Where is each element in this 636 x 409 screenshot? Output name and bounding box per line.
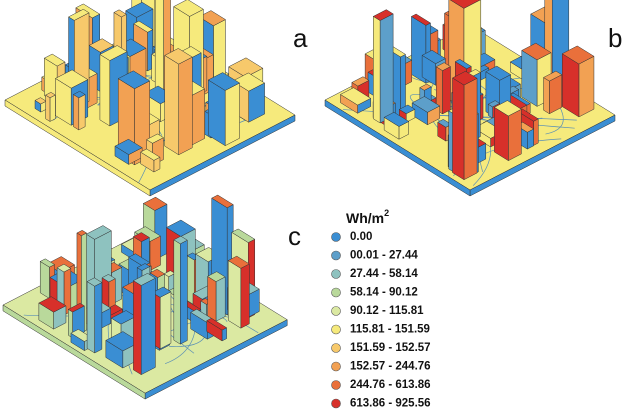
- building-face: [40, 261, 49, 298]
- building-face: [464, 78, 477, 179]
- building-face: [544, 78, 550, 114]
- building-face: [100, 54, 110, 126]
- legend-label: 244.76 - 613.86: [350, 379, 431, 391]
- building-face: [443, 67, 451, 114]
- panel-label: a: [293, 23, 308, 53]
- building-face: [208, 80, 225, 146]
- building-face: [549, 75, 561, 114]
- legend-marker: [332, 399, 341, 408]
- building-face: [579, 56, 594, 117]
- legend-marker: [332, 233, 341, 242]
- building-face: [373, 16, 380, 123]
- building-face: [50, 95, 55, 121]
- building-face: [180, 240, 187, 344]
- building-face: [225, 83, 239, 146]
- legend-label: 151.59 - 152.57: [350, 342, 431, 354]
- legend-title: Wh/m2: [346, 208, 389, 225]
- legend-label: 27.44 - 58.14: [350, 268, 418, 280]
- legend-marker: [332, 270, 341, 279]
- building-face: [133, 281, 141, 375]
- legend-label: 90.12 - 115.81: [350, 305, 424, 317]
- legend-marker: [332, 288, 341, 297]
- legend-title-text: Wh/m: [346, 210, 384, 226]
- legend-label: 613.86 - 925.56: [350, 398, 431, 409]
- building-face: [562, 54, 579, 117]
- legend-marker: [332, 325, 341, 334]
- legend-marker: [332, 362, 341, 371]
- panel-label: b: [608, 23, 622, 53]
- legend-label: 0.00: [350, 231, 372, 243]
- figure: a b c Wh/m2 0.00 00.01 - 27.44 27.44 - 58.…: [0, 0, 636, 409]
- legend-label: 152.57 - 244.76: [350, 361, 431, 373]
- building-face: [95, 282, 102, 352]
- building-face: [79, 95, 85, 130]
- building-face: [241, 264, 250, 328]
- legend-marker: [332, 307, 341, 316]
- building-face: [73, 95, 78, 130]
- building-face: [208, 276, 216, 321]
- legend-marker: [332, 381, 341, 390]
- building-face: [165, 55, 179, 154]
- legend-marker: [332, 251, 341, 260]
- building-face: [46, 95, 50, 121]
- building-face: [216, 277, 225, 321]
- city-renderings: [3, 0, 615, 399]
- legend: 0.00 00.01 - 27.44 27.44 - 58.14 58.14 - 90…: [332, 231, 431, 409]
- legend-label: 115.81 - 151.59: [350, 324, 430, 336]
- building-face: [174, 240, 180, 344]
- legend-marker: [332, 344, 341, 353]
- building-face: [494, 107, 508, 160]
- panel-label: c: [288, 221, 301, 251]
- legend-label: 00.01 - 27.44: [350, 250, 418, 262]
- building-face: [141, 278, 155, 375]
- building-face: [87, 282, 95, 353]
- building-face: [179, 57, 193, 155]
- building-face: [228, 261, 241, 329]
- legend-title-sup: 2: [384, 208, 389, 218]
- building-face: [150, 236, 161, 271]
- building-face: [522, 50, 537, 106]
- building-face: [160, 292, 171, 349]
- legend-label: 58.14 - 90.12: [350, 287, 418, 299]
- building-face: [452, 78, 463, 180]
- building-face: [155, 0, 163, 92]
- building-face: [380, 14, 393, 123]
- building-face: [534, 119, 539, 146]
- building-face: [508, 109, 521, 160]
